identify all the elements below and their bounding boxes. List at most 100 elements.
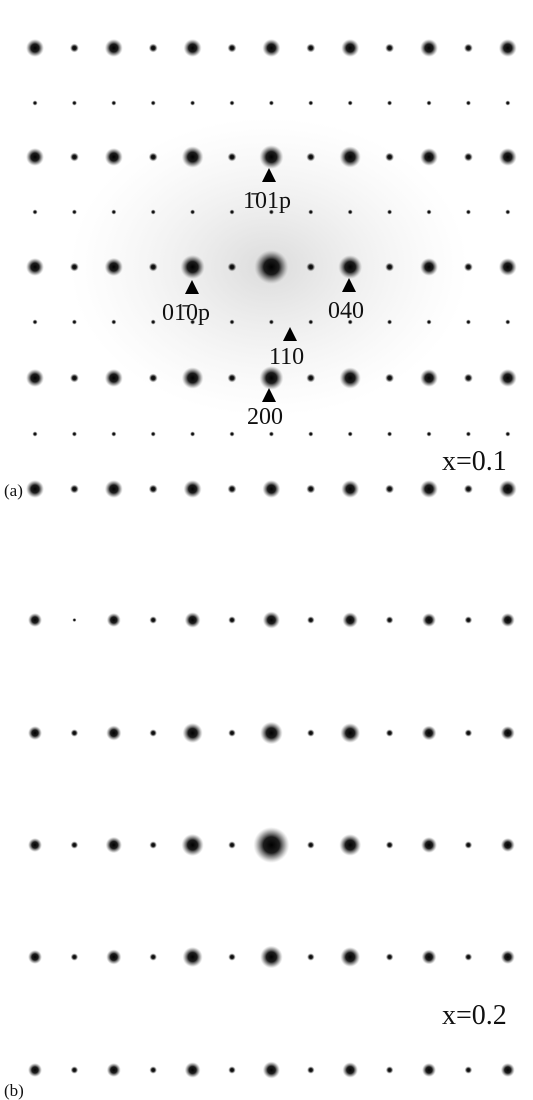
diffraction-spot (501, 838, 515, 852)
diffraction-spot (149, 1066, 157, 1074)
annotation: 1̄01p (243, 188, 291, 214)
diffraction-spot (26, 39, 44, 57)
diffraction-spot (386, 729, 394, 737)
diffraction-spot (263, 1061, 280, 1078)
diffraction-spot (422, 950, 437, 965)
diffraction-spot (28, 1063, 42, 1077)
diffraction-spot (26, 369, 44, 387)
diffraction-spot (151, 100, 156, 105)
diffraction-spot (262, 39, 280, 57)
diffraction-spot (228, 263, 237, 272)
diffraction-spot (339, 834, 361, 856)
diffraction-spot (72, 618, 76, 622)
diffraction-spot (149, 616, 157, 624)
diffraction-spot (340, 723, 360, 743)
diffraction-spot (308, 209, 313, 214)
composition-label: x=0.2 (442, 1000, 507, 1031)
diffraction-spot (465, 1066, 473, 1074)
diffraction-spot (306, 44, 315, 53)
diffraction-spot (464, 153, 473, 162)
diffraction-spot (501, 950, 515, 964)
diffraction-spot (111, 319, 116, 324)
diffraction-spot (72, 319, 77, 324)
diffraction-spot (183, 723, 203, 743)
diffraction-spot (306, 153, 315, 162)
diffraction-spot (348, 431, 353, 436)
diffraction-spot (499, 369, 517, 387)
diffraction-spot (106, 837, 122, 853)
diffraction-spot (151, 431, 156, 436)
diffraction-spot (342, 612, 358, 628)
diffraction-spot (342, 1062, 358, 1078)
diffraction-spot (106, 725, 121, 740)
diffraction-spot (339, 367, 360, 388)
diffraction-spot (387, 319, 392, 324)
diffraction-spot (308, 100, 313, 105)
diffraction-spot (340, 947, 360, 967)
annotation: 200 (247, 404, 283, 430)
diffraction-spot (499, 148, 517, 166)
diffraction-spot (465, 953, 473, 961)
diffraction-spot (466, 209, 471, 214)
diffraction-spot (420, 480, 438, 498)
diffraction-spot (107, 1063, 121, 1077)
diffraction-spot (106, 949, 121, 964)
diffraction-spot (32, 209, 37, 214)
diffraction-spot (465, 841, 473, 849)
diffraction-spot (28, 838, 42, 852)
diffraction-spot (71, 729, 79, 737)
diffraction-spot (254, 250, 288, 284)
diffraction-spot (501, 726, 515, 740)
diffraction-spot (341, 480, 359, 498)
diffraction-spot (111, 100, 116, 105)
diffraction-spot (385, 374, 394, 383)
diffraction-spot (228, 44, 237, 53)
diffraction-spot (181, 834, 203, 856)
figure: 1̄01p 01̄0p 040 110 200 x=0.1 (a) x=0.2 … (0, 0, 533, 1100)
diffraction-spot (149, 953, 157, 961)
diffraction-spot (385, 485, 394, 494)
diffraction-spot (307, 616, 315, 624)
diffraction-spot (111, 209, 116, 214)
panel-label: (a) (4, 481, 23, 500)
diffraction-spot (421, 837, 437, 853)
diffraction-spot (420, 39, 438, 57)
diffraction-spot (499, 39, 517, 57)
diffraction-spot (71, 953, 79, 961)
diffraction-spot (348, 209, 353, 214)
diffraction-spot (387, 209, 392, 214)
diffraction-spot (269, 431, 274, 436)
diffraction-spot (26, 258, 44, 276)
diffraction-spot (228, 729, 236, 737)
annotation: 040 (328, 298, 364, 324)
diffraction-spot (229, 319, 234, 324)
diffraction-spot (185, 1062, 201, 1078)
diffraction-spot (464, 485, 473, 494)
diffraction-spot (182, 367, 204, 389)
diffraction-spot (339, 146, 360, 167)
diffraction-spot (307, 729, 315, 737)
diffraction-spot (71, 841, 79, 849)
diffraction-spot (149, 485, 158, 494)
diffraction-spot (28, 613, 42, 627)
diffraction-spot (190, 209, 195, 214)
diffraction-spot (499, 480, 517, 498)
diffraction-spot (185, 612, 201, 628)
diffraction-spot (149, 374, 158, 383)
diffraction-spot (32, 100, 37, 105)
diffraction-spot (183, 947, 203, 967)
diffraction-spot (387, 431, 392, 436)
diffraction-spot (307, 841, 315, 849)
diffraction-spot (422, 613, 436, 627)
diffraction-spot (386, 953, 394, 961)
diffraction-spot (70, 485, 79, 494)
diffraction-spot (107, 613, 121, 627)
diffraction-spot (341, 39, 359, 57)
diffraction-spot (149, 841, 157, 849)
diffraction-spot (26, 480, 44, 498)
diffraction-spot (464, 44, 473, 53)
diffraction-spot (184, 39, 202, 57)
diffraction-spot (422, 726, 437, 741)
diffraction-spot (387, 100, 392, 105)
diffraction-spot (105, 258, 123, 276)
